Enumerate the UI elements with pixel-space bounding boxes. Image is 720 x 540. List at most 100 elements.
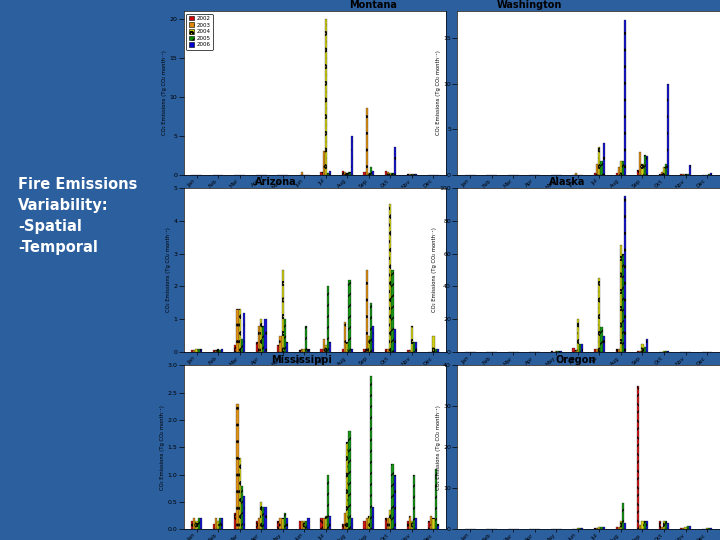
Bar xyxy=(411,521,413,529)
Bar xyxy=(277,521,279,529)
Bar xyxy=(323,151,325,174)
Bar xyxy=(234,346,236,352)
Bar xyxy=(346,442,348,529)
Bar xyxy=(284,319,286,352)
Bar xyxy=(221,349,223,352)
Bar xyxy=(195,349,197,352)
Bar xyxy=(351,518,353,529)
Bar xyxy=(603,335,605,352)
Bar xyxy=(323,518,325,529)
Bar xyxy=(215,518,217,529)
Bar xyxy=(372,508,374,529)
Title: Alaska: Alaska xyxy=(549,177,585,187)
Bar xyxy=(217,349,219,352)
Bar xyxy=(551,351,553,352)
Bar xyxy=(572,348,575,352)
Bar xyxy=(197,349,199,352)
Bar xyxy=(600,161,603,174)
Bar xyxy=(407,521,409,529)
Bar xyxy=(346,342,348,352)
Bar xyxy=(320,518,323,529)
Bar xyxy=(390,510,392,529)
Bar xyxy=(411,326,413,352)
Bar xyxy=(282,518,284,529)
Bar xyxy=(577,319,579,352)
Bar xyxy=(199,518,202,529)
Bar xyxy=(385,518,387,529)
Bar xyxy=(711,173,713,174)
Bar xyxy=(260,319,262,352)
Bar xyxy=(351,349,353,352)
Bar xyxy=(195,521,197,529)
Y-axis label: CO₂ Emissions (Tg CO₂ month⁻¹): CO₂ Emissions (Tg CO₂ month⁻¹) xyxy=(161,405,166,490)
Bar xyxy=(303,349,305,352)
Bar xyxy=(299,521,301,529)
Bar xyxy=(243,313,245,352)
Bar xyxy=(215,350,217,352)
Bar xyxy=(279,518,282,529)
Bar xyxy=(191,350,193,352)
Bar xyxy=(600,527,603,529)
Bar xyxy=(366,270,368,352)
Bar xyxy=(706,528,708,529)
Bar xyxy=(409,516,411,529)
Bar xyxy=(364,349,366,352)
Bar xyxy=(387,349,390,352)
Bar xyxy=(299,350,301,352)
Bar xyxy=(342,524,344,529)
Bar xyxy=(262,326,264,352)
Bar xyxy=(413,475,415,529)
Bar xyxy=(279,335,282,352)
Bar xyxy=(262,508,264,529)
Bar xyxy=(221,518,223,529)
Bar xyxy=(559,351,562,352)
Text: Fire Emissions
Variability:
-Spatial
-Temporal: Fire Emissions Variability: -Spatial -Te… xyxy=(19,177,138,255)
Title: Montana: Montana xyxy=(349,0,397,10)
Bar xyxy=(219,350,221,352)
Bar xyxy=(370,303,372,352)
Bar xyxy=(708,528,711,529)
Bar xyxy=(600,327,603,352)
Bar xyxy=(370,167,372,174)
Bar xyxy=(415,518,418,529)
Bar xyxy=(191,521,193,529)
Bar xyxy=(387,172,390,174)
Bar xyxy=(661,527,663,529)
Bar xyxy=(415,342,418,352)
Bar xyxy=(351,136,353,174)
Bar xyxy=(594,349,596,352)
Legend: 2002, 2003, 2004, 2005, 2006: 2002, 2003, 2004, 2005, 2006 xyxy=(186,14,212,50)
Bar xyxy=(364,521,366,529)
Bar xyxy=(616,527,618,529)
Bar xyxy=(282,270,284,352)
Bar xyxy=(665,521,667,529)
Bar xyxy=(618,527,620,529)
Bar xyxy=(199,349,202,352)
Bar xyxy=(646,521,648,529)
Bar xyxy=(598,527,600,529)
Bar xyxy=(594,173,596,174)
Bar xyxy=(390,173,392,174)
Bar xyxy=(286,518,288,529)
Bar xyxy=(301,172,303,174)
Bar xyxy=(385,172,387,174)
Bar xyxy=(392,173,394,174)
Bar xyxy=(622,254,624,352)
Bar xyxy=(644,347,646,352)
Bar xyxy=(435,349,437,352)
Bar xyxy=(624,523,626,529)
Bar xyxy=(348,280,351,352)
Bar xyxy=(368,335,370,352)
Bar xyxy=(407,350,409,352)
Bar xyxy=(622,503,624,529)
Bar xyxy=(348,431,351,529)
Bar xyxy=(689,165,691,174)
Bar xyxy=(394,329,396,352)
Bar xyxy=(581,528,583,529)
Bar xyxy=(344,172,346,174)
Bar xyxy=(663,167,665,174)
Bar xyxy=(236,403,238,529)
Bar xyxy=(325,516,327,529)
Title: Oregon: Oregon xyxy=(555,355,595,365)
Bar xyxy=(618,167,620,174)
